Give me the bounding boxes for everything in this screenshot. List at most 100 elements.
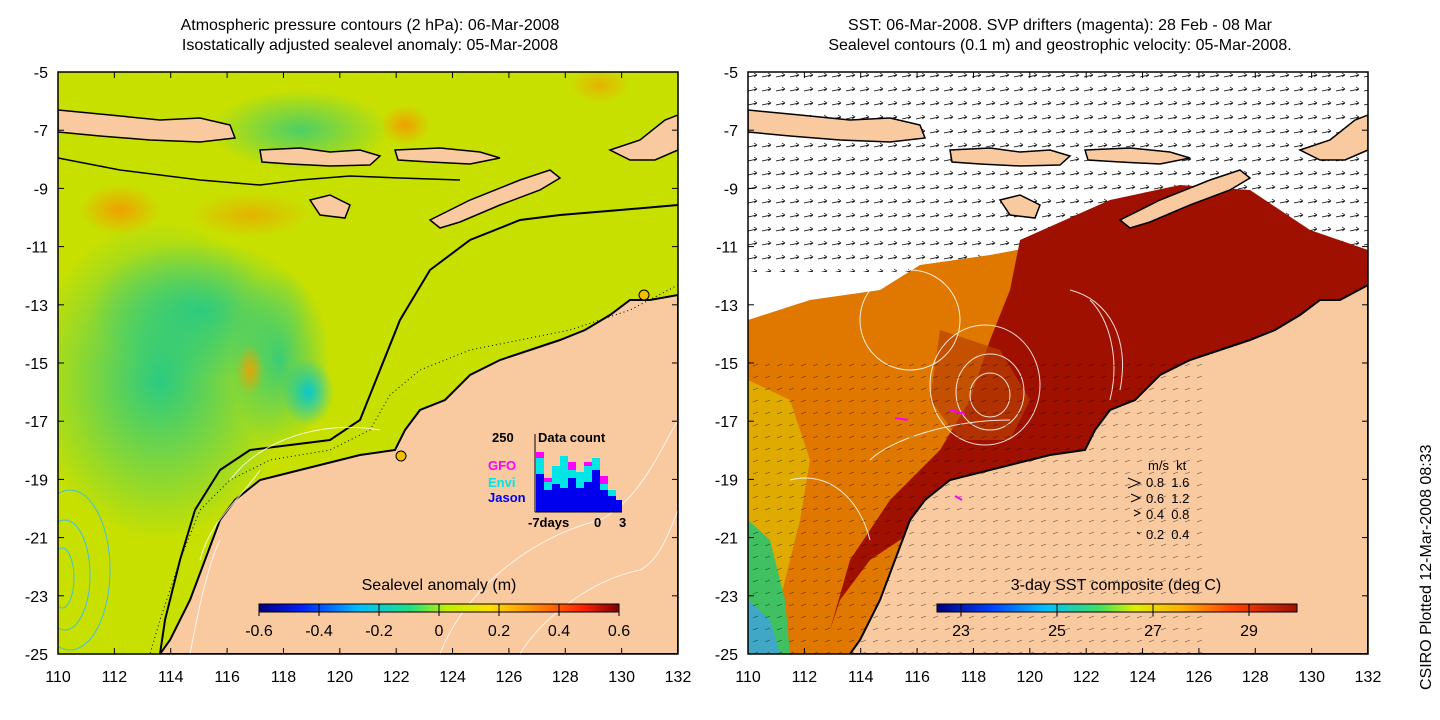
right-y-ticks: -5 -7 -9 -11 -13 -15 -17 -19 -21 -23 -25 [715,65,1368,664]
left-x-tick-label: 132 [665,669,692,686]
left-y-tick-label: -9 [34,181,48,198]
right-x-tick-label: 114 [848,669,874,686]
svp-drifter-track [954,495,963,501]
right-title: SST: 06-Mar-2008. SVP drifters (magenta)… [730,16,1390,56]
sla-green-region [210,90,390,170]
svp-drifter-track [894,417,909,421]
left-x-tick-label: 116 [214,669,240,686]
right-y-tick-label: -15 [715,356,738,373]
right-x-tick-label: 118 [961,669,987,686]
right-x-tick-label: 126 [1186,669,1213,686]
colorbar-tick-label: 23 [952,623,970,640]
right-colorbar-title: 3-day SST composite (deg C) [1011,577,1221,594]
tide-gauge-marker [638,289,650,301]
left-y-tick-label: -25 [25,647,48,664]
colorbar-tick-label: -0.4 [305,623,333,640]
inset-xlabel-left: -7days [528,515,569,530]
left-x-ticks: 110 112 114 116 118 120 122 124 126 128 130 132 [45,72,691,686]
left-y-tick-label: -13 [25,298,48,315]
bathymetry-line [159,204,678,654]
sumba-island [998,194,1041,219]
timor-island [1118,169,1252,229]
right-y-tick-label: -17 [715,414,738,431]
velocity-legend-row: 0.8 1.6 [1146,475,1189,490]
java-island [748,109,927,143]
right-x-tick-label: 116 [904,669,930,686]
left-x-tick-label: 122 [383,669,410,686]
right-y-tick-label: -23 [715,589,738,606]
pressure-contour-low [58,547,75,609]
right-x-tick-label: 132 [1355,669,1382,686]
left-y-tick-label: -19 [25,472,48,489]
left-x-tick-label: 128 [552,669,579,686]
right-title-line2: Sealevel contours (0.1 m) and geostrophi… [828,37,1292,54]
inset-bars [536,452,622,512]
left-x-tick-label: 120 [326,669,353,686]
right-map: 110 112 114 116 118 120 122 124 126 128 130 132 -5-… [715,65,1382,686]
right-y-tick-label: -7 [724,123,738,140]
colorbar-tick-label: 0 [435,623,444,640]
colorbar-tick-label: 0.2 [488,623,510,640]
left-map: 110 112 114 116 118 120 122 124 126 128 130 132 -5-… [25,65,692,686]
left-y-tick-label: -21 [25,531,48,548]
left-x-tick-label: 118 [271,669,297,686]
pressure-contour-low [58,519,91,631]
inset-legend-gfo: GFO [488,458,516,473]
sla-orange-patch [236,344,264,396]
tide-gauge-marker [395,450,407,462]
right-x-tick-label: 112 [792,669,818,686]
colorbar-tick-label: 29 [1240,623,1258,640]
left-x-tick-label: 114 [158,669,184,686]
right-x-tick-label: 124 [1129,669,1156,686]
right-colorbar-ticks: 23 25 27 29 [952,604,1258,640]
pressure-contour [519,509,678,654]
colorbar-tick-label: 27 [1144,623,1162,640]
right-y-tick-label: -13 [715,298,738,315]
right-x-tick-label: 110 [735,669,761,686]
right-x-ticks: 110 112 114 116 118 120 122 124 126 128 130 132 [735,72,1381,686]
east-islands [1298,114,1368,161]
inset-legend-jason: Jason [488,490,526,505]
velocity-legend-row: 0.2 0.4 [1146,527,1189,542]
pressure-contour [189,539,221,654]
right-y-tick-label: -25 [715,647,738,664]
left-x-tick-label: 110 [45,669,71,686]
left-y-tick-label: -7 [34,123,48,140]
colorbar-tick-label: -0.6 [245,623,273,640]
right-colorbar [936,603,1298,613]
inset-ymax-label: 250 [492,430,514,445]
right-y-tick-label: -11 [716,240,738,257]
right-y-tick-label: -5 [724,65,738,82]
left-y-tick-label: -15 [25,356,48,373]
sla-orange-patch [380,105,430,145]
australia-land [158,293,678,654]
data-count-inset: 250 Data count GFO Envi Jason -7days 0 3 [488,430,626,530]
left-y-ticks: -5 -7 -9 -11 -13 -15 -17 -19 -21 -23 -25 [25,65,678,664]
colorbar-tick-label: 0.4 [548,623,570,640]
left-title-line1: Atmospheric pressure contours (2 hPa): 0… [180,17,560,34]
velocity-legend-header: m/s kt [1148,458,1187,473]
right-y-tick-label: -21 [715,531,738,548]
sla-orange-patch [80,185,160,235]
credit-text: CSIRO Plotted 12-Mar-2008 08:33 [1418,444,1435,690]
shelf-contour [149,284,678,654]
sla-orange-patch [190,193,310,237]
left-x-tick-label: 130 [608,669,635,686]
right-title-line1: SST: 06-Mar-2008. SVP drifters (magenta)… [848,17,1272,34]
left-x-tick-label: 112 [102,669,128,686]
left-x-tick-label: 126 [496,669,523,686]
flores-island [394,147,501,165]
sumba-island [308,194,351,219]
coastline-north [58,157,461,186]
left-title-line2: Isostatically adjusted sealevel anomaly:… [181,37,559,54]
velocity-legend-row: 0.6 1.2 [1146,491,1189,506]
inset-title: Data count [538,430,606,445]
timor-island [428,169,562,229]
colorbar-tick-label: -0.2 [365,623,393,640]
java-island [58,109,237,143]
left-y-tick-label: -5 [34,65,48,82]
right-x-tick-label: 122 [1073,669,1100,686]
inset-legend-envi: Envi [488,475,515,490]
sla-green-region [230,270,330,450]
left-y-tick-label: -23 [25,589,48,606]
